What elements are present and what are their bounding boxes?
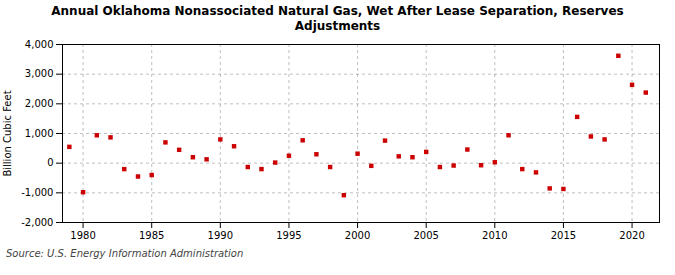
svg-text:2020: 2020 [619,230,644,241]
html-text:Annual Oklahoma Nonassociated: Annual Oklahoma Nonassociated Natural Ga… [51,4,624,33]
svg-text:2015: 2015 [551,230,576,241]
svg-text:-2,000: -2,000 [21,217,53,228]
svg-text:4,000: 4,000 [25,39,54,50]
svg-text:0: 0 [47,157,53,168]
svg-text:2005: 2005 [413,230,438,241]
svg-text:2000: 2000 [345,230,370,241]
svg-text:Billion Cubic Feet: Billion Cubic Feet [2,90,13,176]
svg-text:1980: 1980 [70,230,95,241]
svg-text:1,000: 1,000 [25,128,54,139]
svg-text:1995: 1995 [276,230,301,241]
svg-text:-1,000: -1,000 [21,187,53,198]
svg-text:2,000: 2,000 [25,98,54,109]
svg-text:1985: 1985 [139,230,164,241]
svg-text:1990: 1990 [208,230,233,241]
html-text:Source: U.S. Energy Informatio: Source: U.S. Energy Information Administ… [6,248,244,259]
svg-text:3,000: 3,000 [25,68,54,79]
svg-text:2010: 2010 [482,230,507,241]
